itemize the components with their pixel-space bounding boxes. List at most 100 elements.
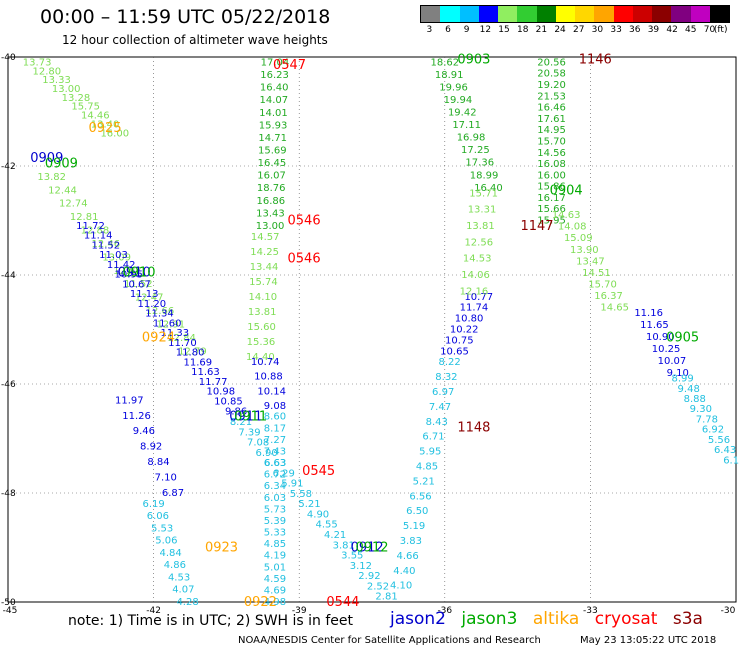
- time-label-cryosat: 0544: [326, 595, 359, 610]
- color-scale-swatch: [613, 6, 633, 22]
- swh-value: 3.81: [333, 540, 355, 551]
- swh-value: 2.52: [367, 581, 389, 592]
- swh-value: 14.95: [537, 125, 566, 136]
- swh-value: 4.90: [307, 509, 329, 520]
- time-label-jason3: 0903: [457, 53, 490, 68]
- swh-value: 11.77: [199, 377, 228, 388]
- swh-value: 12.91: [156, 319, 185, 330]
- swh-value: 7.08: [247, 438, 269, 449]
- swh-value: 11.14: [84, 231, 113, 242]
- legend-jason3: jason3: [461, 609, 518, 629]
- swh-value: 6.97: [432, 387, 454, 398]
- swh-value: 8.43: [426, 417, 448, 428]
- swh-value: 11.70: [168, 338, 197, 349]
- swh-value: 14.65: [600, 303, 629, 314]
- credit-text: NOAA/NESDIS Center for Satellite Applica…: [238, 635, 541, 646]
- swh-value: 5.91: [281, 479, 303, 490]
- swh-value: 5.33: [264, 528, 286, 539]
- swh-value: 6.43: [714, 445, 736, 456]
- lon-tick-label: -33: [583, 606, 598, 616]
- map-frame: [7, 56, 737, 603]
- swh-value: 12.88: [81, 226, 110, 237]
- swh-value: 5.21: [413, 476, 435, 487]
- time-label-altika: 0925: [89, 121, 122, 136]
- swh-value: 11.26: [122, 411, 151, 422]
- swh-value: 11.20: [137, 299, 166, 310]
- swh-value: 13.09: [102, 252, 131, 263]
- swh-value: 15.66: [537, 204, 566, 215]
- color-scale-label: 9: [463, 25, 470, 35]
- swh-value: 13.33: [42, 75, 71, 86]
- swh-value: 14.01: [259, 108, 288, 119]
- swh-value: 18.62: [430, 57, 459, 68]
- swh-value: 13.44: [250, 262, 279, 273]
- swh-value: 6.56: [409, 491, 431, 502]
- swh-value: 14.06: [461, 270, 490, 281]
- swh-value: 10.67: [122, 279, 151, 290]
- swh-value: 6.71: [422, 432, 444, 443]
- swh-value: 5.19: [403, 521, 425, 532]
- swh-value: 9.08: [264, 401, 286, 412]
- color-scale-swatch: [690, 6, 710, 22]
- swh-value: 4.98: [264, 597, 286, 608]
- swh-value: 9.30: [690, 404, 712, 415]
- page-title: 00:00 – 11:59 UTC 05/22/2018: [40, 6, 331, 28]
- swh-value: 4.59: [264, 574, 286, 585]
- swh-value: 12.44: [48, 185, 77, 196]
- swh-value: 6.34: [264, 481, 286, 492]
- swh-value: 9.10: [667, 368, 689, 379]
- time-label-cryosat: 0545: [302, 464, 335, 479]
- lat-tick-label: -42: [1, 162, 16, 172]
- time-label-jason3: 0912: [355, 541, 388, 556]
- swh-value: 5.39: [264, 516, 286, 527]
- swh-value: 11.65: [640, 320, 669, 331]
- swh-value: 7.43: [264, 446, 286, 457]
- swh-value: 17.04: [261, 57, 290, 68]
- swh-value: 21.53: [537, 91, 566, 102]
- swh-value: 11.52: [124, 279, 153, 290]
- map-border: [7, 56, 737, 603]
- swh-value: 16.07: [257, 171, 286, 182]
- swh-value: 8.32: [435, 372, 457, 383]
- swh-value: 3.55: [341, 551, 363, 562]
- time-labels: 0547 0546 0546 0545 0544 0925 0924 0923 0922 0909…: [30, 53, 699, 610]
- swh-value: 6.63: [264, 458, 286, 469]
- swh-value: 13.73: [23, 57, 52, 68]
- swh-value: 5.01: [264, 562, 286, 573]
- swh-value: 15.75: [71, 102, 100, 113]
- lat-tick-label: -44: [1, 271, 16, 281]
- swh-value: 11.69: [183, 357, 212, 368]
- swh-value: 4.40: [393, 566, 415, 577]
- swh-values: 13.7312.8013.3313.0013.2815.7514.4613.40…: [23, 57, 739, 608]
- swh-value: 14.51: [582, 268, 611, 279]
- swh-value: 6.87: [162, 488, 184, 499]
- swh-value: 5.95: [419, 447, 441, 458]
- time-label-s3a: 1147: [520, 219, 553, 234]
- swh-value: 4.86: [164, 560, 186, 571]
- swh-value: 13.31: [468, 205, 497, 216]
- swh-value: 11.72: [76, 221, 105, 232]
- time-label-jason3: 0910: [122, 265, 155, 280]
- swh-value: 10.85: [214, 396, 243, 407]
- swh-value: 20.56: [537, 57, 566, 68]
- color-scale-label: 39: [647, 25, 660, 35]
- swh-value: 15.70: [588, 280, 617, 291]
- color-scale-label: 27: [573, 25, 585, 35]
- swh-value: 15.60: [247, 322, 276, 333]
- swh-value: 6.1: [723, 455, 739, 466]
- swh-value: 10.80: [455, 314, 484, 325]
- swh-value: 8.22: [439, 357, 461, 368]
- color-scale-label: 70: [703, 25, 716, 35]
- time-label-jason3: 0905: [666, 331, 699, 346]
- swh-value: 6.63: [264, 458, 286, 469]
- swh-value: 6.29: [273, 468, 295, 479]
- swh-value: 12.84: [167, 333, 196, 344]
- swh-value: 12.16: [460, 286, 489, 297]
- swh-value: 8.92: [140, 442, 162, 453]
- time-label-s3a: 1146: [579, 53, 612, 68]
- color-scale-bar: [420, 5, 730, 23]
- swh-value: 16.40: [474, 183, 503, 194]
- swh-value: 12.46: [91, 239, 120, 250]
- swh-value: 11.16: [634, 308, 663, 319]
- time-label-cryosat: 0547: [273, 58, 306, 73]
